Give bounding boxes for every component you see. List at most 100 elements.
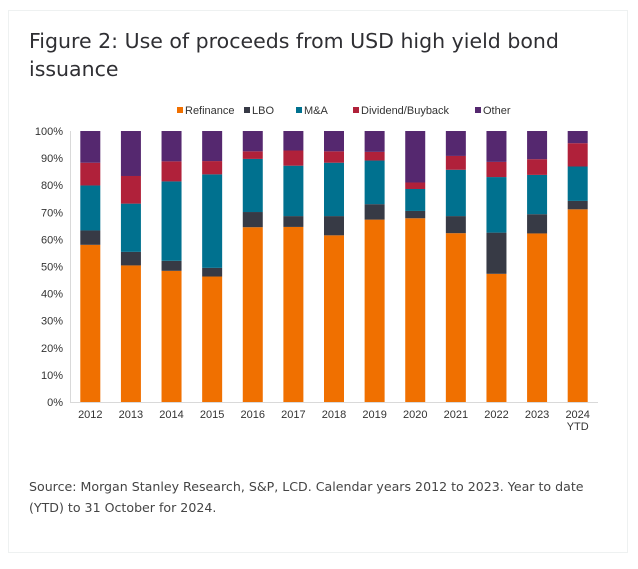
bar-segment-lbo (161, 260, 182, 271)
legend-swatch (353, 107, 359, 113)
bar-segment-lbo (324, 216, 344, 236)
bar-segment-other (567, 131, 588, 144)
bar-segment-refinance (567, 209, 588, 402)
y-tick-label: 60% (41, 234, 63, 246)
bar-segment-other (283, 131, 304, 151)
bar-segment-lbo (242, 212, 263, 228)
bar-segment-dividend-buyback (527, 159, 548, 175)
bar-segment-m-a (80, 185, 101, 231)
y-tick-label: 30% (41, 316, 63, 328)
bar-segment-lbo (527, 214, 548, 234)
bar-segment-dividend-buyback (80, 162, 101, 186)
bar-segment-other (202, 131, 223, 162)
bar-segment-lbo (364, 204, 385, 220)
legend-label: M&A (304, 105, 329, 117)
y-tick-label: 90% (41, 153, 63, 165)
bar-segment-lbo (445, 216, 466, 234)
x-tick-label: 2019 (362, 409, 386, 421)
bar-segment-dividend-buyback (486, 161, 507, 178)
bar-segment-m-a (486, 177, 507, 233)
bar-segment-dividend-buyback (202, 161, 223, 175)
bar-segment-m-a (445, 169, 466, 217)
y-tick-label: 20% (41, 343, 63, 355)
x-tick-label: 2014 (159, 409, 183, 421)
bar-segment-refinance (364, 219, 385, 402)
y-tick-label: 50% (41, 262, 63, 274)
bar-segment-m-a (567, 166, 588, 201)
y-tick-label: 80% (41, 180, 63, 192)
y-tick-label: 10% (41, 370, 63, 382)
bar-segment-m-a (202, 174, 223, 268)
bar-segment-other (80, 131, 101, 163)
bar-segment-refinance (283, 226, 304, 402)
legend-label: Dividend/Buyback (361, 105, 450, 117)
bar-segment-m-a (283, 165, 304, 217)
bar-segment-dividend-buyback (120, 175, 141, 204)
bar-segment-dividend-buyback (242, 151, 263, 159)
figure-card: Figure 2: Use of proceeds from USD high … (8, 10, 628, 553)
bar-segment-refinance (161, 270, 182, 402)
bar-segment-lbo (283, 216, 304, 227)
legend-label: LBO (252, 105, 274, 117)
legend-label: Refinance (185, 105, 235, 117)
bar-segment-other (527, 131, 548, 160)
bar-segment-lbo (486, 232, 507, 274)
legend-swatch (177, 107, 183, 113)
bar-segment-refinance (405, 218, 426, 402)
bar-segment-dividend-buyback (364, 151, 385, 161)
y-tick-label: 40% (41, 289, 63, 301)
bar-segment-m-a (405, 188, 426, 211)
x-tick-label: 2020 (403, 409, 427, 421)
bar-segment-dividend-buyback (405, 182, 426, 189)
x-tick-label: 2024 (565, 409, 589, 421)
bar-segment-other (405, 131, 426, 183)
bar-segment-refinance (202, 276, 223, 402)
x-tick-label: YTD (567, 421, 589, 433)
bar-segment-m-a (242, 158, 263, 213)
bar-segment-refinance (527, 233, 548, 402)
bar-segment-other (486, 131, 507, 162)
bar-segment-dividend-buyback (445, 155, 466, 170)
bar-segment-refinance (80, 244, 101, 402)
bar-segment-lbo (567, 200, 588, 210)
x-tick-label: 2018 (322, 409, 346, 421)
x-tick-label: 2021 (444, 409, 468, 421)
bar-segment-dividend-buyback (567, 143, 588, 167)
y-tick-label: 100% (35, 126, 63, 138)
source-note: Source: Morgan Stanley Research, S&P, LC… (29, 479, 584, 515)
x-tick-label: 2012 (78, 409, 102, 421)
legend-swatch (475, 107, 481, 113)
x-tick-label: 2016 (241, 409, 265, 421)
figure-title: Figure 2: Use of proceeds from USD high … (29, 29, 559, 81)
bar-segment-other (242, 131, 263, 152)
bar-segment-lbo (120, 251, 141, 266)
bar-segment-m-a (364, 160, 385, 205)
bar-segment-lbo (80, 230, 101, 245)
x-tick-label: 2017 (281, 409, 305, 421)
x-tick-label: 2022 (484, 409, 508, 421)
bar-segment-m-a (527, 174, 548, 215)
bar-segment-lbo (202, 267, 223, 277)
legend-swatch (244, 107, 250, 113)
bar-segment-dividend-buyback (283, 150, 304, 166)
x-tick-label: 2013 (119, 409, 143, 421)
bar-segment-lbo (405, 210, 426, 219)
bar-segment-other (161, 131, 182, 162)
bar-segment-other (120, 131, 141, 176)
x-tick-label: 2023 (525, 409, 549, 421)
legend-label: Other (483, 105, 511, 117)
bar-segment-other (324, 131, 344, 152)
bar-segment-m-a (324, 162, 344, 217)
bar-segment-dividend-buyback (324, 151, 344, 163)
y-tick-label: 70% (41, 207, 63, 219)
bar-segment-refinance (324, 235, 344, 402)
bar-segment-refinance (242, 227, 263, 402)
bar-segment-m-a (161, 181, 182, 261)
bar-segment-dividend-buyback (161, 161, 182, 182)
bar-segment-refinance (486, 273, 507, 402)
bar-segment-other (364, 131, 385, 152)
legend-swatch (296, 107, 302, 113)
bar-segment-m-a (120, 203, 141, 252)
x-tick-label: 2015 (200, 409, 224, 421)
